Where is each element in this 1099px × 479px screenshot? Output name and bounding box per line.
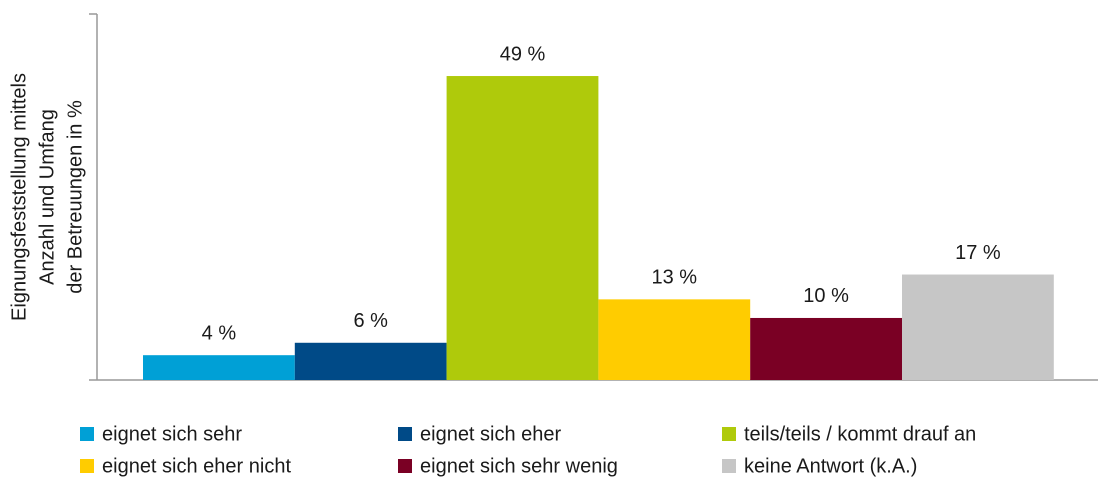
legend-swatch [722,459,736,473]
y-axis-label: Eignungsfeststellung mittels [8,73,30,321]
legend-swatch [398,459,412,473]
data-label: 17 % [955,242,1001,264]
y-axis-label: der Betreuungen in % [64,100,86,294]
legend-swatch [80,427,94,441]
bar [902,274,1054,380]
legend-label: eignet sich eher nicht [102,455,291,477]
data-label: 10 % [803,285,849,307]
data-label: 4 % [202,322,237,344]
y-axis-label: Anzahl und Umfang [36,109,58,285]
legend-label: teils/teils / kommt drauf an [744,423,976,445]
legend-label: eignet sich sehr [102,423,242,445]
bar [143,355,295,380]
bar [294,342,447,380]
bar [598,299,751,380]
bar [446,76,599,380]
bar [750,317,902,380]
data-label: 49 % [500,43,546,65]
data-label: 13 % [652,267,698,289]
data-label: 6 % [353,310,388,332]
legend-label: eignet sich sehr wenig [420,455,618,477]
legend-label: keine Antwort (k.A.) [744,455,917,477]
legend-swatch [398,427,412,441]
legend-swatch [722,427,736,441]
legend-swatch [80,459,94,473]
legend-label: eignet sich eher [420,423,562,445]
